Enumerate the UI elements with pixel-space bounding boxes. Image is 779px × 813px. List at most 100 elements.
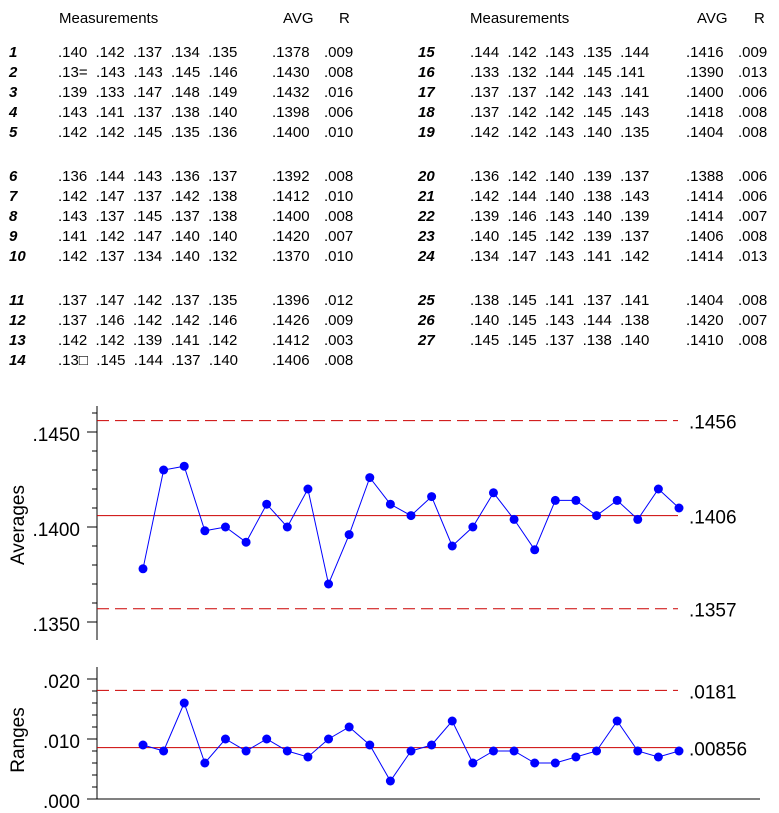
data-point — [509, 746, 519, 756]
ranges-chart: .000 .010 .020 Ranges .0181 .00856 — [8, 667, 760, 813]
data-point — [653, 484, 663, 494]
row-measurements: .143 .141 .137 .138 .140 — [58, 104, 238, 121]
row-range: .006 — [324, 104, 354, 121]
row-number: 21 — [418, 188, 435, 205]
row-average: .1414 — [686, 188, 724, 205]
row-measurements: .137 .137 .142 .143 .141 — [470, 84, 650, 101]
row-number: 19 — [418, 124, 435, 141]
table-row: 21 .142 .144 .140 .138 .143 .1414 .006 — [0, 188, 779, 208]
row-range: .008 — [324, 168, 354, 185]
r-header-right: R — [754, 10, 765, 27]
table-row: 23 .140 .145 .142 .139 .137 .1406 .008 — [0, 228, 779, 248]
row-average: .1400 — [272, 124, 310, 141]
row-number: 27 — [418, 332, 435, 349]
row-number: 22 — [418, 208, 435, 225]
table-row: 14 .13□ .145 .144 .137 .140 .1406 .008 — [0, 352, 779, 372]
data-point — [365, 473, 375, 483]
row-measurements: .133 .132 .144 .145 .141 — [470, 64, 646, 81]
table-row: 18 .137 .142 .142 .145 .143 .1418 .008 — [0, 104, 779, 124]
row-range: .008 — [738, 228, 768, 245]
table-row: 10 .142 .137 .134 .140 .132 .1370 .010 — [0, 248, 779, 268]
data-point — [159, 746, 169, 756]
row-number: 11 — [9, 292, 25, 309]
table-row: 24 .134 .147 .143 .141 .142 .1414 .013 — [0, 248, 779, 268]
row-measurements: .140 .145 .142 .139 .137 — [470, 228, 650, 245]
row-average: .1430 — [272, 64, 310, 81]
row-range: .006 — [738, 84, 768, 101]
y-tick-label: .1350 — [32, 615, 80, 636]
row-range: .008 — [324, 64, 354, 81]
data-point — [138, 740, 148, 750]
row-average: .1412 — [272, 332, 310, 349]
row-number: 18 — [418, 104, 435, 121]
table-row: 4 .143 .141 .137 .138 .140 .1398 .006 — [0, 104, 779, 124]
row-range: .010 — [324, 188, 354, 205]
row-average: .1414 — [686, 208, 724, 225]
row-number: 13 — [9, 332, 26, 349]
table-row: 17 .137 .137 .142 .143 .141 .1400 .006 — [0, 84, 779, 104]
row-number: 3 — [9, 84, 18, 101]
data-point — [159, 465, 169, 475]
row-number: 15 — [418, 44, 435, 61]
row-measurements: .142 .142 .145 .135 .136 — [58, 124, 238, 141]
data-point — [530, 758, 540, 768]
row-average: .1416 — [686, 44, 724, 61]
row-measurements: .140 .142 .137 .134 .135 — [58, 44, 238, 61]
row-measurements: .137 .146 .142 .142 .146 — [58, 312, 238, 329]
data-point — [653, 752, 663, 762]
data-point — [612, 495, 622, 505]
data-point — [612, 716, 622, 726]
ucl-label: .0181 — [689, 682, 737, 703]
row-measurements: .142 .144 .140 .138 .143 — [470, 188, 650, 205]
row-range: .010 — [324, 124, 354, 141]
data-point — [385, 499, 395, 509]
row-average: .1412 — [272, 188, 310, 205]
row-measurements: .140 .145 .143 .144 .138 — [470, 312, 650, 329]
row-range: .006 — [738, 168, 768, 185]
data-point — [262, 734, 272, 744]
row-measurements: .141 .142 .147 .140 .140 — [58, 228, 238, 245]
row-measurements: .142 .137 .134 .140 .132 — [58, 248, 238, 265]
table-row: 5 .142 .142 .145 .135 .136 .1400 .010 — [0, 124, 779, 144]
row-range: .009 — [324, 312, 354, 329]
y-tick-label: .1400 — [32, 520, 80, 541]
ucl-label: .1456 — [689, 413, 737, 434]
data-point — [530, 545, 540, 555]
data-point — [365, 740, 375, 750]
row-average: .1370 — [272, 248, 310, 265]
data-point — [241, 537, 251, 547]
table-row: 11 .137 .147 .142 .137 .135 .1396 .012 — [0, 292, 779, 312]
data-point — [427, 740, 437, 750]
averages-chart: .1350 .1400 .1450 Averages .1456 .1406 .1357 — [8, 406, 737, 640]
row-average: .1388 — [686, 168, 724, 185]
row-range: .007 — [738, 312, 768, 329]
y-axis-label: Averages — [8, 485, 29, 565]
data-point — [179, 698, 189, 708]
data-point — [571, 752, 581, 762]
data-point — [468, 758, 478, 768]
table-row: 25 .138 .145 .141 .137 .141 .1404 .008 — [0, 292, 779, 312]
row-range: .008 — [324, 352, 354, 369]
row-number: 16 — [418, 64, 435, 81]
data-point — [592, 746, 602, 756]
row-measurements: .145 .145 .137 .138 .140 — [470, 332, 650, 349]
row-range: .016 — [324, 84, 354, 101]
data-point — [488, 488, 498, 498]
row-measurements: .138 .145 .141 .137 .141 — [470, 292, 650, 309]
data-point — [138, 564, 148, 574]
row-average: .1390 — [686, 64, 724, 81]
data-point — [674, 746, 684, 756]
avg-header-right: AVG — [697, 10, 728, 27]
row-number: 14 — [9, 352, 26, 369]
row-range: .006 — [738, 188, 768, 205]
table-row: 9 .141 .142 .147 .140 .140 .1420 .007 — [0, 228, 779, 248]
row-range: .009 — [738, 44, 768, 61]
measurements-header-right: Measurements — [470, 10, 570, 27]
y-tick-label: .010 — [43, 732, 80, 753]
row-measurements: .137 .147 .142 .137 .135 — [58, 292, 238, 309]
data-point — [282, 746, 292, 756]
data-point — [262, 499, 272, 509]
row-number: 20 — [418, 168, 435, 185]
row-measurements: .142 .142 .143 .140 .135 — [470, 124, 650, 141]
data-point — [406, 746, 416, 756]
